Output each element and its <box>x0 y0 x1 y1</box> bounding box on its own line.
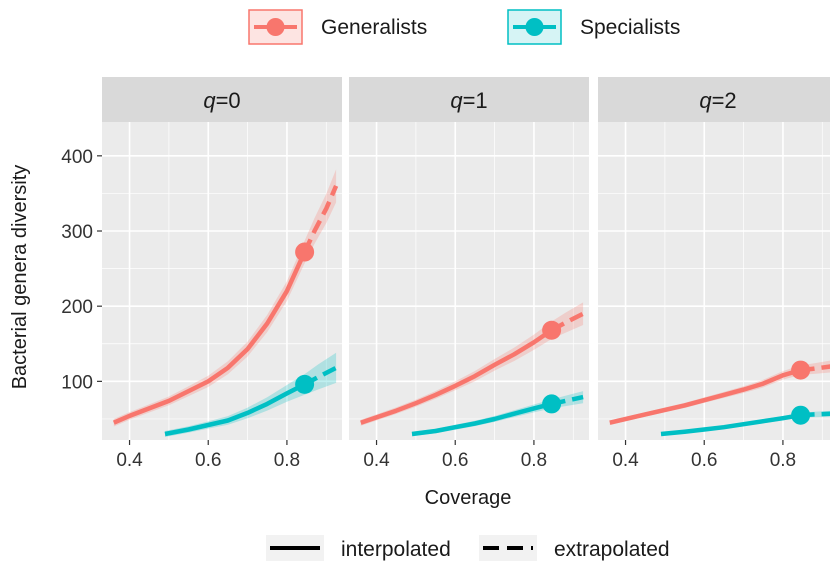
band-generalists <box>113 169 337 427</box>
legend-label-generalists: Generalists <box>321 16 427 39</box>
x-tick-label: 0.8 <box>274 450 300 471</box>
facet-strip-label: q=2 <box>699 88 736 113</box>
facet-strip <box>102 77 342 122</box>
legend-label-specialists: Specialists <box>580 16 680 39</box>
facet-q-value: 2 <box>724 88 736 113</box>
panel-background <box>349 122 589 440</box>
line-interpolated-specialists <box>411 401 553 437</box>
facet-q-value: 0 <box>228 88 240 113</box>
x-tick-label: 0.4 <box>116 450 143 471</box>
observed-point-specialists <box>295 374 315 394</box>
legend-top: Generalists Specialists <box>248 9 680 45</box>
x-tick-label: 0.6 <box>691 450 717 471</box>
line-interpolated-generalists <box>112 251 307 425</box>
legend-point-specialists <box>525 18 544 36</box>
line-interpolated-specialists <box>164 382 306 437</box>
facet-q-value: 1 <box>475 88 487 113</box>
y-tick-label: 200 <box>61 297 93 318</box>
band-specialists <box>412 391 584 437</box>
line-extrapolated-generalists <box>302 185 339 254</box>
facet-panel-q0: q=0 0.4 0.6 0.8 <box>102 77 342 471</box>
line-interpolated-specialists <box>660 412 801 437</box>
facet-strip <box>349 77 589 122</box>
line-interpolated-generalists <box>609 367 802 425</box>
x-tick-label: 0.6 <box>195 450 221 471</box>
observed-point-specialists <box>791 405 811 425</box>
legend-label-extrapolated: extrapolated <box>554 538 670 561</box>
facet-panel-q1: q=1 0.4 0.6 0.8 <box>349 77 589 471</box>
y-tick-label: 300 <box>61 222 93 243</box>
x-tick-label: 0.6 <box>442 450 468 471</box>
y-tick-label: 100 <box>61 372 93 393</box>
observed-point-generalists <box>542 320 562 340</box>
facet-strip-label: q=0 <box>203 88 240 113</box>
facet-strip-label: q=1 <box>450 88 487 113</box>
facet-panels: q=0 0.4 0.6 0.8 q=1 0.4 0.6 0.8 q=2 0.4 0.6 0.8 <box>102 77 830 471</box>
y-tick-label: 400 <box>61 147 93 168</box>
observed-point-specialists <box>542 394 562 414</box>
x-tick-label: 0.4 <box>612 450 639 471</box>
legend-bottom: interpolated extrapolated <box>266 535 670 561</box>
facet-panel-q2: q=2 0.4 0.6 0.8 <box>598 77 830 471</box>
observed-point-generalists <box>791 360 811 380</box>
panel-background <box>598 122 830 440</box>
x-tick-label: 0.8 <box>521 450 547 471</box>
y-axis: 100 200 300 400 <box>61 147 102 393</box>
legend-point-generalists <box>266 18 285 36</box>
facet-strip <box>598 77 830 122</box>
x-tick-label: 0.4 <box>363 450 390 471</box>
y-axis-title: Bacterial genera diversity <box>9 165 31 390</box>
observed-point-generalists <box>295 242 315 262</box>
legend-label-interpolated: interpolated <box>341 538 451 561</box>
x-axis-title: Coverage <box>425 487 512 509</box>
x-tick-label: 0.8 <box>770 450 796 471</box>
line-interpolated-generalists <box>360 328 553 425</box>
